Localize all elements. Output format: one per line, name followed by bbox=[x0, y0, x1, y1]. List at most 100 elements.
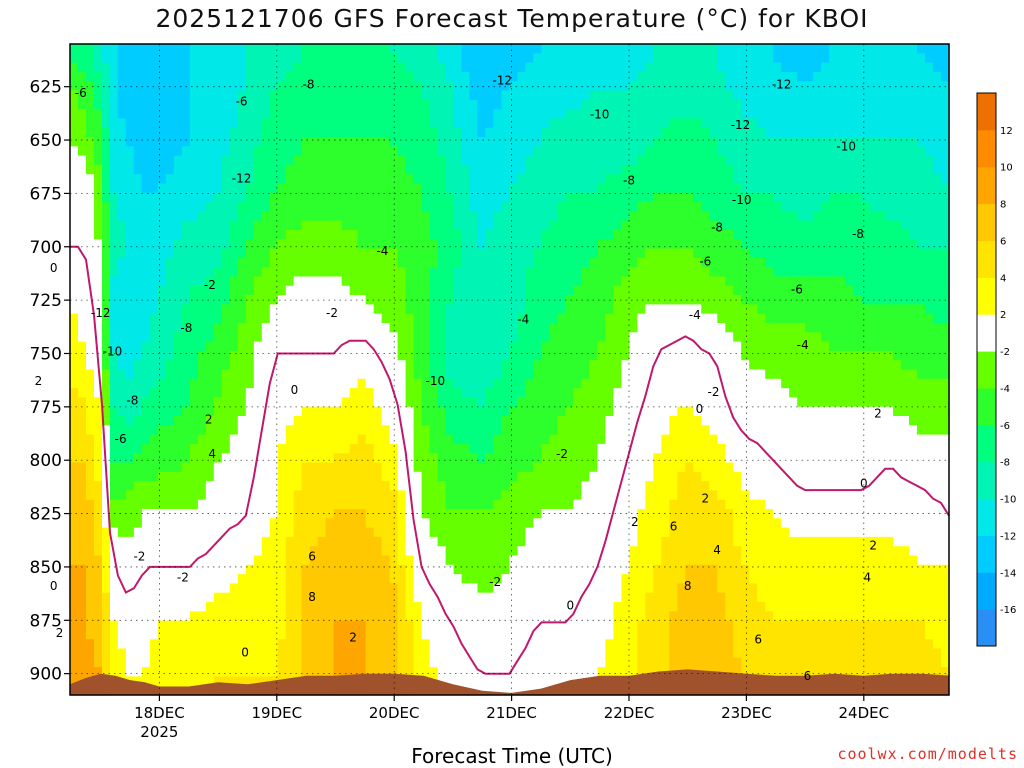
temperature-cell bbox=[541, 211, 551, 222]
temperature-cell bbox=[509, 499, 519, 510]
temperature-cell bbox=[349, 360, 359, 371]
temperature-cell bbox=[509, 202, 519, 212]
temperature-cell bbox=[437, 109, 447, 119]
temperature-cell bbox=[445, 518, 455, 529]
temperature-cell bbox=[445, 304, 455, 315]
temperature-cell bbox=[397, 583, 407, 594]
temperature-cell bbox=[301, 416, 311, 426]
temperature-cells bbox=[70, 44, 950, 696]
temperature-cell bbox=[277, 509, 287, 519]
temperature-cell bbox=[453, 276, 463, 287]
temperature-cell bbox=[133, 71, 143, 82]
temperature-cell bbox=[637, 99, 646, 110]
temperature-cell bbox=[445, 406, 455, 417]
temperature-cell bbox=[525, 564, 535, 575]
temperature-cell bbox=[589, 81, 598, 92]
temperature-cell bbox=[301, 639, 311, 650]
temperature-cell bbox=[557, 267, 566, 278]
temperature-cell bbox=[102, 285, 111, 296]
temperature-cell bbox=[189, 416, 199, 426]
temperature-cell bbox=[461, 323, 471, 333]
temperature-cell bbox=[94, 620, 103, 631]
temperature-cell bbox=[557, 378, 566, 389]
temperature-cell bbox=[637, 53, 646, 64]
temperature-cell bbox=[94, 602, 103, 612]
temperature-cell bbox=[597, 146, 606, 157]
temperature-cell bbox=[181, 323, 191, 333]
temperature-cell bbox=[94, 313, 103, 324]
temperature-cell bbox=[357, 425, 367, 436]
temperature-cell bbox=[277, 295, 287, 305]
temperature-cell bbox=[181, 555, 191, 566]
temperature-cell bbox=[133, 341, 143, 352]
temperature-cell bbox=[397, 481, 407, 491]
temperature-cell bbox=[229, 137, 239, 147]
temperature-cell bbox=[597, 183, 606, 194]
temperature-cell bbox=[565, 164, 574, 175]
temperature-cell bbox=[357, 555, 367, 566]
temperature-cell bbox=[149, 369, 159, 380]
temperature-cell bbox=[317, 118, 327, 129]
temperature-cell bbox=[509, 267, 519, 278]
temperature-cell bbox=[229, 667, 239, 677]
temperature-cell bbox=[493, 685, 503, 696]
temperature-cell bbox=[110, 416, 119, 426]
temperature-cell bbox=[557, 648, 566, 659]
temperature-cell bbox=[429, 471, 439, 482]
temperature-cell bbox=[405, 416, 415, 426]
temperature-cell bbox=[421, 657, 431, 668]
temperature-cell bbox=[341, 667, 351, 677]
temperature-cell bbox=[221, 518, 231, 529]
temperature-cell bbox=[269, 406, 279, 417]
temperature-cell bbox=[301, 146, 311, 157]
temperature-cell bbox=[133, 509, 143, 519]
temperature-cell bbox=[605, 555, 614, 566]
temperature-cell bbox=[357, 341, 367, 352]
temperature-cell bbox=[517, 323, 527, 333]
temperature-cell bbox=[245, 471, 255, 482]
temperature-cell bbox=[405, 313, 415, 324]
temperature-cell bbox=[501, 81, 511, 92]
temperature-cell bbox=[333, 276, 343, 287]
temperature-cell bbox=[453, 295, 463, 305]
temperature-cell bbox=[597, 471, 606, 482]
temperature-cell bbox=[357, 434, 367, 445]
temperature-cell bbox=[285, 471, 295, 482]
temperature-cell bbox=[381, 509, 391, 519]
temperature-cell bbox=[94, 443, 103, 454]
temperature-cell bbox=[86, 118, 95, 129]
temperature-cell bbox=[173, 257, 183, 268]
temperature-cell bbox=[429, 592, 439, 603]
temperature-cell bbox=[333, 323, 343, 333]
temperature-cell bbox=[94, 257, 103, 268]
temperature-cell bbox=[613, 462, 622, 473]
temperature-cell bbox=[589, 220, 598, 231]
temperature-cell bbox=[365, 592, 375, 603]
temperature-cell bbox=[253, 118, 263, 129]
temperature-cell bbox=[405, 592, 415, 603]
temperature-cell bbox=[453, 183, 463, 194]
temperature-cell bbox=[485, 629, 495, 640]
temperature-cell bbox=[557, 360, 566, 371]
temperature-cell bbox=[445, 397, 455, 408]
temperature-cell bbox=[517, 406, 527, 417]
temperature-cell bbox=[86, 443, 95, 454]
temperature-cell bbox=[261, 276, 271, 287]
temperature-cell bbox=[557, 536, 566, 547]
temperature-cell bbox=[589, 202, 598, 212]
temperature-cell bbox=[301, 276, 311, 287]
temperature-cell bbox=[221, 285, 231, 296]
temperature-cell bbox=[277, 183, 287, 194]
temperature-cell bbox=[605, 443, 614, 454]
temperature-cell bbox=[397, 220, 407, 231]
temperature-cell bbox=[189, 146, 199, 157]
temperature-cell bbox=[589, 146, 598, 157]
temperature-cell bbox=[269, 602, 279, 612]
temperature-cell bbox=[205, 620, 215, 631]
temperature-cell bbox=[245, 90, 255, 101]
temperature-cell bbox=[365, 388, 375, 398]
temperature-cell bbox=[277, 174, 287, 185]
temperature-cell bbox=[205, 313, 215, 324]
temperature-cell bbox=[565, 574, 574, 584]
temperature-cell bbox=[349, 518, 359, 529]
